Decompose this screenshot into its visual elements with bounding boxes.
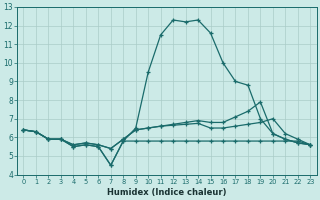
X-axis label: Humidex (Indice chaleur): Humidex (Indice chaleur) [107,188,227,197]
